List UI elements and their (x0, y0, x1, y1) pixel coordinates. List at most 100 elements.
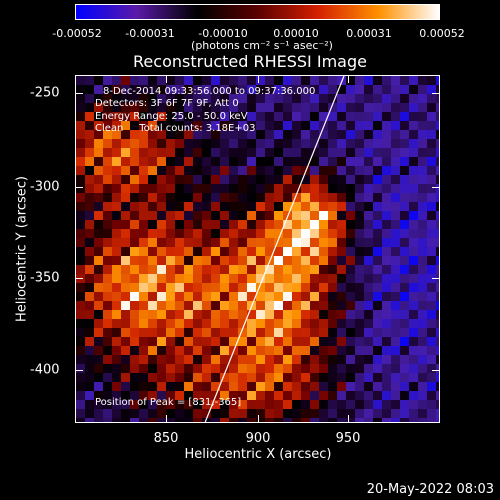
heatmap-cell (148, 193, 157, 202)
heatmap-cell (139, 256, 148, 265)
heatmap-cell (382, 193, 391, 202)
heatmap-cell (328, 148, 337, 157)
heatmap-cell (148, 148, 157, 157)
heatmap-cell (391, 328, 400, 337)
heatmap-cell (292, 166, 301, 175)
heatmap-cell (355, 310, 364, 319)
heatmap-cell (355, 355, 364, 364)
heatmap-cell (184, 409, 193, 418)
heatmap-cell (184, 211, 193, 220)
heatmap-cell (184, 85, 193, 94)
heatmap-cell (391, 238, 400, 247)
heatmap-cell (202, 76, 211, 85)
heatmap-cell (247, 373, 256, 382)
heatmap-cell (301, 373, 310, 382)
heatmap-cell (301, 76, 310, 85)
heatmap-cell (301, 229, 310, 238)
heatmap-cell (157, 364, 166, 373)
heatmap-cell (400, 184, 409, 193)
heatmap-cell (373, 310, 382, 319)
heatmap-cell (184, 400, 193, 409)
heatmap-cell (418, 211, 427, 220)
heatmap-cell (121, 364, 130, 373)
heatmap-cell (391, 94, 400, 103)
heatmap-cell (292, 112, 301, 121)
heatmap-cell (337, 220, 346, 229)
heatmap-cell (121, 400, 130, 409)
heatmap-cell (202, 166, 211, 175)
heatmap-cell (148, 355, 157, 364)
heatmap-cell (265, 139, 274, 148)
heatmap-cell (184, 157, 193, 166)
heatmap-cell (85, 94, 94, 103)
heatmap-cell (247, 103, 256, 112)
heatmap-cell (373, 112, 382, 121)
heatmap-cell (202, 121, 211, 130)
heatmap-cell (229, 301, 238, 310)
heatmap-cell (229, 265, 238, 274)
heatmap-cell (418, 139, 427, 148)
heatmap-cell (292, 85, 301, 94)
heatmap-cell (157, 391, 166, 400)
heatmap-cell (85, 328, 94, 337)
heatmap-cell (346, 220, 355, 229)
heatmap-cell (436, 166, 439, 175)
heatmap-cell (94, 157, 103, 166)
heatmap-cell (148, 301, 157, 310)
heatmap-cell (202, 184, 211, 193)
heatmap-cell (247, 112, 256, 121)
heatmap-cell (139, 76, 148, 85)
heatmap-cell (157, 274, 166, 283)
heatmap-cell (139, 337, 148, 346)
heatmap-cell (184, 328, 193, 337)
heatmap-cell (175, 310, 184, 319)
heatmap-cell (112, 409, 121, 418)
heatmap-cell (364, 247, 373, 256)
heatmap-cell (319, 211, 328, 220)
heatmap-cell (247, 238, 256, 247)
heatmap-cell (103, 337, 112, 346)
heatmap-cell (184, 382, 193, 391)
heatmap-cell (292, 76, 301, 85)
heatmap-cell (148, 130, 157, 139)
heatmap-cell (274, 364, 283, 373)
heatmap-cell (418, 76, 427, 85)
heatmap-cell (130, 400, 139, 409)
heatmap-cell (274, 229, 283, 238)
heatmap-cell (301, 211, 310, 220)
heatmap-cell (193, 346, 202, 355)
heatmap-cell (130, 247, 139, 256)
heatmap-cell (103, 166, 112, 175)
heatmap-cell (427, 409, 436, 418)
heatmap-cell (364, 364, 373, 373)
heatmap-cell (166, 211, 175, 220)
heatmap-cell (436, 157, 439, 166)
heatmap-cell (193, 409, 202, 418)
heatmap-cell (193, 211, 202, 220)
heatmap-cell (76, 130, 85, 139)
heatmap-cell (283, 229, 292, 238)
heatmap-cell (328, 265, 337, 274)
heatmap-cell (103, 382, 112, 391)
heatmap-cell (328, 418, 337, 422)
heatmap-cell (292, 103, 301, 112)
heatmap-cell (157, 148, 166, 157)
heatmap-cell (346, 184, 355, 193)
heatmap-cell (391, 265, 400, 274)
heatmap-cell (310, 103, 319, 112)
heatmap-cell (301, 346, 310, 355)
heatmap-cell (148, 166, 157, 175)
colorbar-tick: 0.00010 (273, 27, 319, 40)
heatmap-cell (418, 355, 427, 364)
heatmap-cell (427, 202, 436, 211)
heatmap-cell (355, 202, 364, 211)
heatmap-cell (85, 139, 94, 148)
heatmap-cell (373, 373, 382, 382)
heatmap-cell (310, 130, 319, 139)
heatmap-cell (247, 148, 256, 157)
heatmap-cell (274, 319, 283, 328)
heatmap-cell (229, 319, 238, 328)
heatmap-cell (76, 85, 85, 94)
heatmap-cell (121, 238, 130, 247)
heatmap-cell (382, 220, 391, 229)
